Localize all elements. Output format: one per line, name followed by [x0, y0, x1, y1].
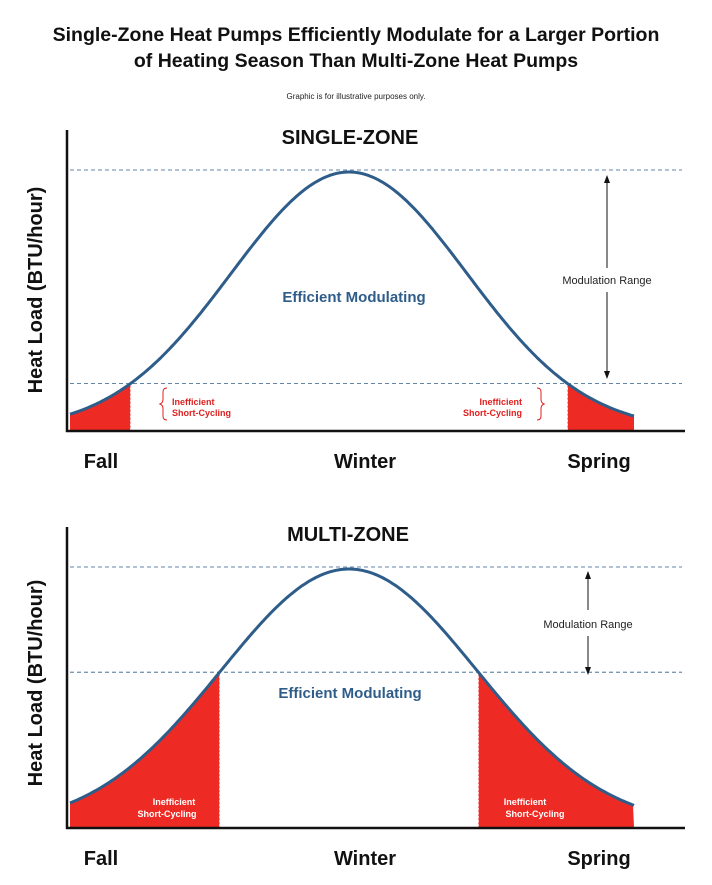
single-zone-y-axis-label: Heat Load (BTU/hour): [25, 187, 47, 394]
single-zone-x-label-fall: Fall: [84, 451, 118, 473]
multi-zone-panel: MULTI-ZONE Heat Load (BTU/hour) Modulati…: [25, 524, 685, 870]
multi-zone-inefficient-left-line2: Short-Cycling: [137, 809, 196, 819]
title-line-2: of Heating Season Than Multi-Zone Heat P…: [133, 50, 579, 72]
multi-zone-x-label-fall: Fall: [84, 848, 118, 870]
single-zone-brace-right: [536, 387, 546, 421]
single-zone-modulation-label: Modulation Range: [562, 275, 651, 287]
multi-zone-y-axis-label: Heat Load (BTU/hour): [25, 580, 47, 787]
single-zone-inefficient-right-line1: Inefficient: [479, 397, 522, 407]
single-zone-modulation-arrow: [604, 175, 610, 379]
single-zone-x-label-winter: Winter: [334, 451, 396, 473]
single-zone-heat-load-curve: [69, 170, 635, 418]
multi-zone-x-label-spring: Spring: [567, 848, 630, 870]
title-line-1: Single-Zone Heat Pumps Efficiently Modul…: [52, 24, 660, 46]
multi-zone-inefficient-area-right: [478, 672, 634, 827]
single-zone-inefficient-left-line1: Inefficient: [172, 397, 215, 407]
single-zone-title: SINGLE-ZONE: [282, 127, 419, 149]
multi-zone-modulation-label: Modulation Range: [543, 619, 632, 631]
chart-title: Single-Zone Heat Pumps Efficiently Modul…: [0, 22, 712, 74]
multi-zone-efficient-label: Efficient Modulating: [278, 685, 421, 702]
single-zone-panel: SINGLE-ZONE Heat Load (BTU/hour) Modulat…: [25, 127, 685, 473]
multi-zone-heat-load-curve: [69, 567, 635, 807]
multi-zone-inefficient-right-line1: Inefficient: [504, 797, 547, 807]
disclaimer: Graphic is for illustrative purposes onl…: [286, 92, 426, 101]
multi-zone-modulation-arrow: [585, 571, 591, 675]
single-zone-x-label-spring: Spring: [567, 451, 630, 473]
multi-zone-x-label-winter: Winter: [334, 848, 396, 870]
single-zone-brace-left: [158, 387, 168, 421]
single-zone-inefficient-right-line2: Short-Cycling: [463, 408, 522, 418]
multi-zone-inefficient-left-line1: Inefficient: [153, 797, 196, 807]
multi-zone-inefficient-right-line2: Short-Cycling: [505, 809, 564, 819]
multi-zone-inefficient-area-left: [70, 672, 220, 827]
single-zone-inefficient-left-line2: Short-Cycling: [172, 408, 231, 418]
multi-zone-title: MULTI-ZONE: [287, 524, 409, 546]
single-zone-efficient-label: Efficient Modulating: [282, 289, 425, 306]
